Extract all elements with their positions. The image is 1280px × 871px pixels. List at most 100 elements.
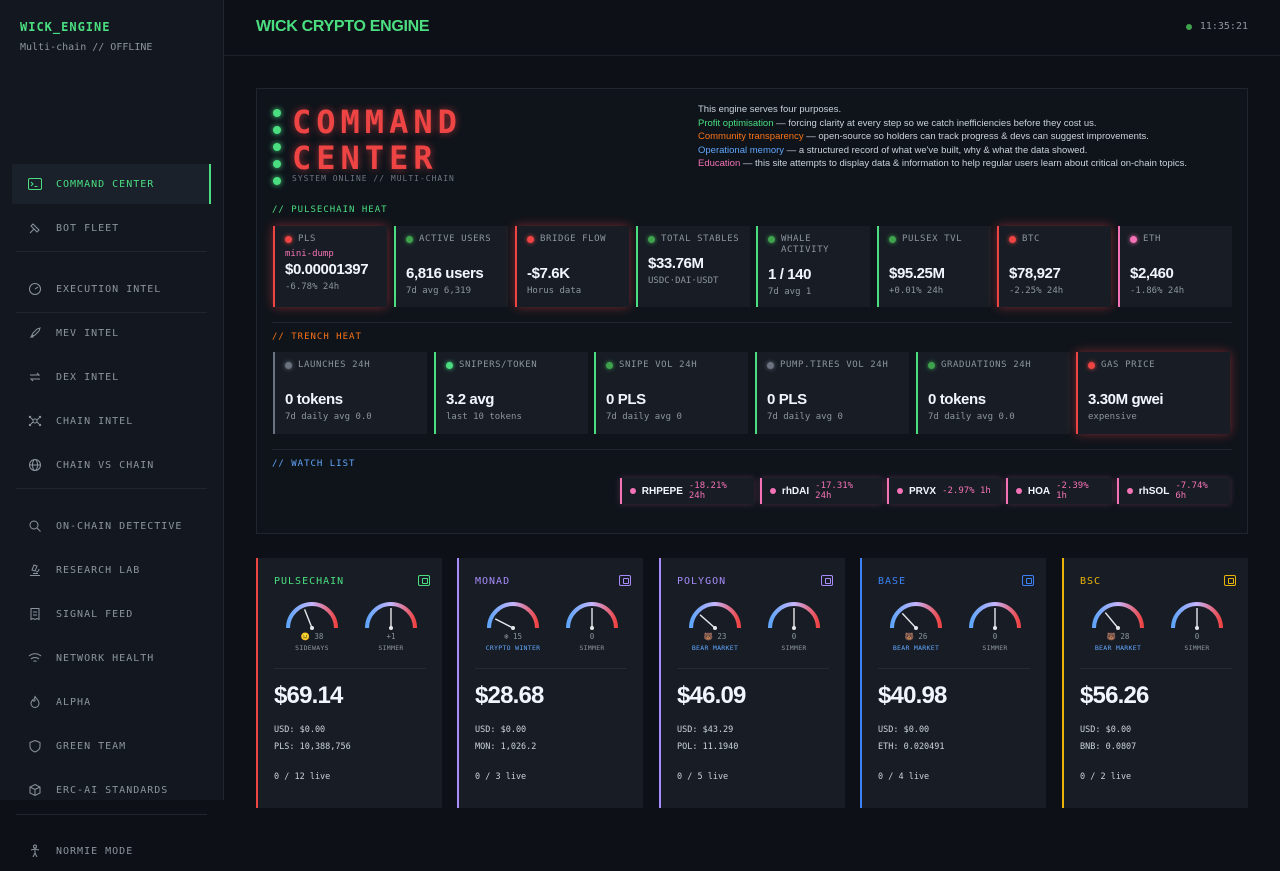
stat-card-graduations-24h: GRADUATIONS 24H 0 tokens 7d daily avg 0.0 — [916, 352, 1070, 434]
stat-label: PULSEX TVL — [889, 234, 981, 245]
watch-symbol: rhSOL — [1138, 485, 1170, 497]
stat-foot: 7d daily avg 0.0 — [285, 412, 372, 422]
watch-item[interactable]: PRVX -2.97% 1h — [887, 478, 1001, 504]
watch-item[interactable]: RHPEPE -18.21% 24h — [620, 478, 754, 504]
sidebar-item-alpha[interactable]: ALPHA — [12, 682, 211, 722]
sidebar-item-chain-intel[interactable]: CHAIN INTEL — [12, 401, 211, 441]
sidebar-item-green-team[interactable]: GREEN TEAM — [12, 726, 211, 766]
stat-card-pulsex-tvl: PULSEX TVL $95.25M +0.01% 24h — [877, 226, 991, 307]
sentiment-gauge: ❄ 15 CRYPTO WINTER — [483, 600, 543, 652]
status-dot-icon — [928, 362, 935, 369]
stat-foot: USDC·DAI·USDT — [648, 276, 719, 286]
gauge-label: BEAR MARKET — [691, 644, 739, 652]
stat-label-text: LAUNCHES 24H — [298, 360, 371, 370]
sidebar-item-erc-ai-standards[interactable]: ERC-AI STANDARDS — [12, 770, 211, 810]
status-dot-icon — [527, 236, 534, 243]
momentum-gauge: +1 SIMMER — [361, 600, 421, 652]
stat-label-text: GAS PRICE — [1101, 360, 1156, 370]
swap-icon — [28, 370, 42, 384]
stat-value: 0 PLS — [767, 391, 807, 408]
sidebar-item-signal-feed[interactable]: SIGNAL FEED — [12, 594, 211, 634]
stat-label-text: PUMP.TIRES VOL 24H — [780, 360, 889, 370]
stat-label-text: BRIDGE FLOW — [540, 234, 607, 244]
stat-card-total-stables: TOTAL STABLES $33.76M USDC·DAI·USDT — [636, 226, 750, 307]
stat-label-text: SNIPERS/TOKEN — [459, 360, 538, 370]
sentiment-gauge: 🐻 23 BEAR MARKET — [685, 600, 745, 652]
sidebar-item-label: EXECUTION INTEL — [56, 283, 162, 295]
command-center-title: COMMAND CENTER — [292, 104, 462, 176]
momentum-gauge: 0 SIMMER — [965, 600, 1025, 652]
stat-tag: mini-dump — [285, 249, 334, 259]
wallet-icon[interactable] — [821, 575, 833, 586]
purpose-text: — this site attempts to display data & i… — [740, 158, 1187, 170]
stat-card-active-users: ACTIVE USERS 6,816 users 7d avg 6,319 — [394, 226, 508, 307]
globe-icon — [28, 458, 42, 472]
trench-heat-label: // TRENCH HEAT — [272, 332, 362, 342]
stat-card-whale-activity: WHALE ACTIVITY 1 / 140 7d avg 1 — [756, 226, 870, 307]
stat-foot: 7d avg 1 — [768, 287, 812, 297]
watch-change: -2.97% 1h — [942, 486, 991, 496]
stat-foot: 7d daily avg 0 — [767, 412, 843, 422]
stat-value: $0.00001397 — [285, 261, 369, 278]
watch-item[interactable]: HOA -2.39% 1h — [1006, 478, 1112, 504]
stat-card-snipers-token: SNIPERS/TOKEN 3.2 avg last 10 tokens — [434, 352, 588, 434]
chain-usd: USD: $0.00 — [878, 725, 930, 735]
stat-label: GRADUATIONS 24H — [928, 360, 1060, 371]
status-dot-icon — [606, 362, 613, 369]
sidebar-item-execution-intel[interactable]: EXECUTION INTEL — [12, 269, 211, 309]
title-line-1: COMMAND — [292, 103, 462, 141]
sidebar-item-mev-intel[interactable]: MEV INTEL — [12, 313, 211, 353]
command-center-panel — [256, 88, 1248, 534]
purpose-name: Education — [698, 158, 741, 170]
chain-card-monad[interactable]: MONAD ❄ 15 CRYPTO WINTER 0 SIMMER $28.68 USD: … — [457, 558, 643, 808]
chain-card-polygon[interactable]: POLYGON 🐻 23 BEAR MARKET 0 SIMMER $46.09 USD: … — [659, 558, 845, 808]
wallet-icon[interactable] — [418, 575, 430, 586]
chain-name: PULSECHAIN — [274, 576, 345, 587]
chain-live: 0 / 5 live — [677, 772, 729, 782]
watch-item[interactable]: rhSOL -7.74% 6h — [1117, 478, 1230, 504]
status-dot-icon — [889, 236, 896, 243]
wallet-icon[interactable] — [1022, 575, 1034, 586]
cube-icon — [28, 783, 42, 797]
chain-price: $28.68 — [475, 682, 544, 709]
stat-label: BRIDGE FLOW — [527, 234, 619, 245]
stat-card-pump-tires-vol-24h: PUMP.TIRES VOL 24H 0 PLS 7d daily avg 0 — [755, 352, 909, 434]
wallet-icon[interactable] — [1224, 575, 1236, 586]
status-dot-icon — [1016, 488, 1022, 494]
rocket-icon — [28, 326, 42, 340]
chain-card-pulsechain[interactable]: PULSECHAIN 😐 38 SIDEWAYS +1 SIMMER $69.14 USD:… — [256, 558, 442, 808]
sentiment-gauge: 🐻 26 BEAR MARKET — [886, 600, 946, 652]
gauge-label: SIMMER — [1184, 644, 1210, 652]
chain-native: BNB: 0.0807 — [1080, 742, 1137, 752]
stat-label: SNIPERS/TOKEN — [446, 360, 578, 371]
sidebar-item-research-lab[interactable]: RESEARCH LAB — [12, 550, 211, 590]
stat-value: 6,816 users — [406, 265, 484, 282]
chain-card-bsc[interactable]: BSC 🐻 28 BEAR MARKET 0 SIMMER $56.26 USD: $0.0… — [1062, 558, 1248, 808]
wallet-icon[interactable] — [619, 575, 631, 586]
chain-usd: USD: $0.00 — [274, 725, 326, 735]
sidebar-item-label: MEV INTEL — [56, 327, 120, 339]
sidebar-item-bot-fleet[interactable]: BOT FLEET — [12, 208, 211, 248]
sidebar-item-chain-vs-chain[interactable]: CHAIN VS CHAIN — [12, 445, 211, 485]
chain-card-base[interactable]: BASE 🐻 26 BEAR MARKET 0 SIMMER $40.98 USD: $0.… — [860, 558, 1046, 808]
stat-value: $33.76M — [648, 255, 704, 272]
chain-price: $40.98 — [878, 682, 947, 709]
sidebar-item-command-center[interactable]: COMMAND CENTER — [12, 164, 211, 204]
watch-change: -17.31% 24h — [815, 481, 854, 501]
clock: 11:35:21 — [1185, 21, 1248, 32]
status-dot-icon — [285, 236, 292, 243]
pulse-heat-label: // PULSECHAIN HEAT — [272, 205, 388, 215]
sidebar-item-dex-intel[interactable]: DEX INTEL — [12, 357, 211, 397]
stat-card-eth: ETH $2,460 -1.86% 24h — [1118, 226, 1232, 307]
sidebar-item-label: CHAIN VS CHAIN — [56, 459, 155, 471]
gauge-value: ❄ 15 — [503, 632, 523, 641]
chain-native: MON: 1,026.2 — [475, 742, 537, 752]
watch-symbol: PRVX — [909, 485, 937, 497]
status-dot-icon — [648, 236, 655, 243]
chain-native: PLS: 10,388,756 — [274, 742, 351, 752]
watch-item[interactable]: rhDAI -17.31% 24h — [760, 478, 882, 504]
sidebar-item-on-chain-detective[interactable]: ON-CHAIN DETECTIVE — [12, 506, 211, 546]
sidebar-item-normie-mode[interactable]: NORMIE MODE — [12, 831, 211, 871]
receipt-icon — [28, 607, 42, 621]
sidebar-item-network-health[interactable]: NETWORK HEALTH — [12, 638, 211, 678]
